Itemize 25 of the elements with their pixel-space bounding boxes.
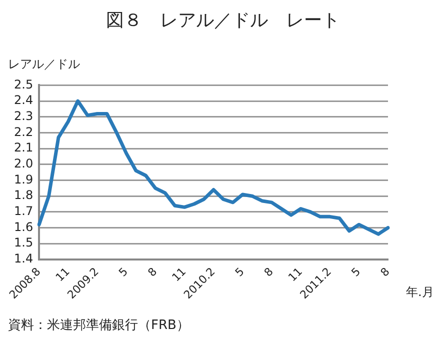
- y-tick-label: 2.1: [14, 140, 34, 155]
- y-tick-label: 2.5: [14, 77, 34, 92]
- y-tick-label: 1.6: [14, 220, 34, 234]
- y-tick-label: 1.7: [14, 204, 34, 218]
- y-tick-label: 1.9: [14, 172, 34, 186]
- text: 資料：米連邦準備銀行（FRB）: [8, 317, 190, 334]
- y-tick-label: 1.5: [14, 236, 34, 250]
- x-tick-label: 8: [378, 265, 392, 280]
- x-tick-label: 8: [262, 265, 276, 280]
- y-tick-label: 2.3: [14, 109, 34, 124]
- x-tick-label: 5: [348, 265, 364, 280]
- x-tick-label: 8: [145, 265, 160, 280]
- y-tick-label: 1.8: [14, 188, 34, 202]
- y-tick-label: 2.0: [14, 156, 34, 171]
- x-tick-label: 11: [286, 265, 305, 284]
- x-tick-label: 5: [116, 265, 130, 280]
- y-tick-label: 2.2: [14, 124, 34, 139]
- y-axis-title: レアル／ドル: [8, 56, 80, 73]
- x-tick-label: 11: [53, 265, 72, 284]
- y-tick-label: 2.4: [14, 93, 34, 108]
- y-tick-label: 1.4: [14, 252, 34, 266]
- x-tick-label: 5: [232, 265, 247, 280]
- x-axis-title: 年.月: [406, 284, 434, 301]
- chart-title: 図８ レアル／ドル レート: [105, 9, 341, 32]
- x-tick-label: 11: [170, 265, 189, 284]
